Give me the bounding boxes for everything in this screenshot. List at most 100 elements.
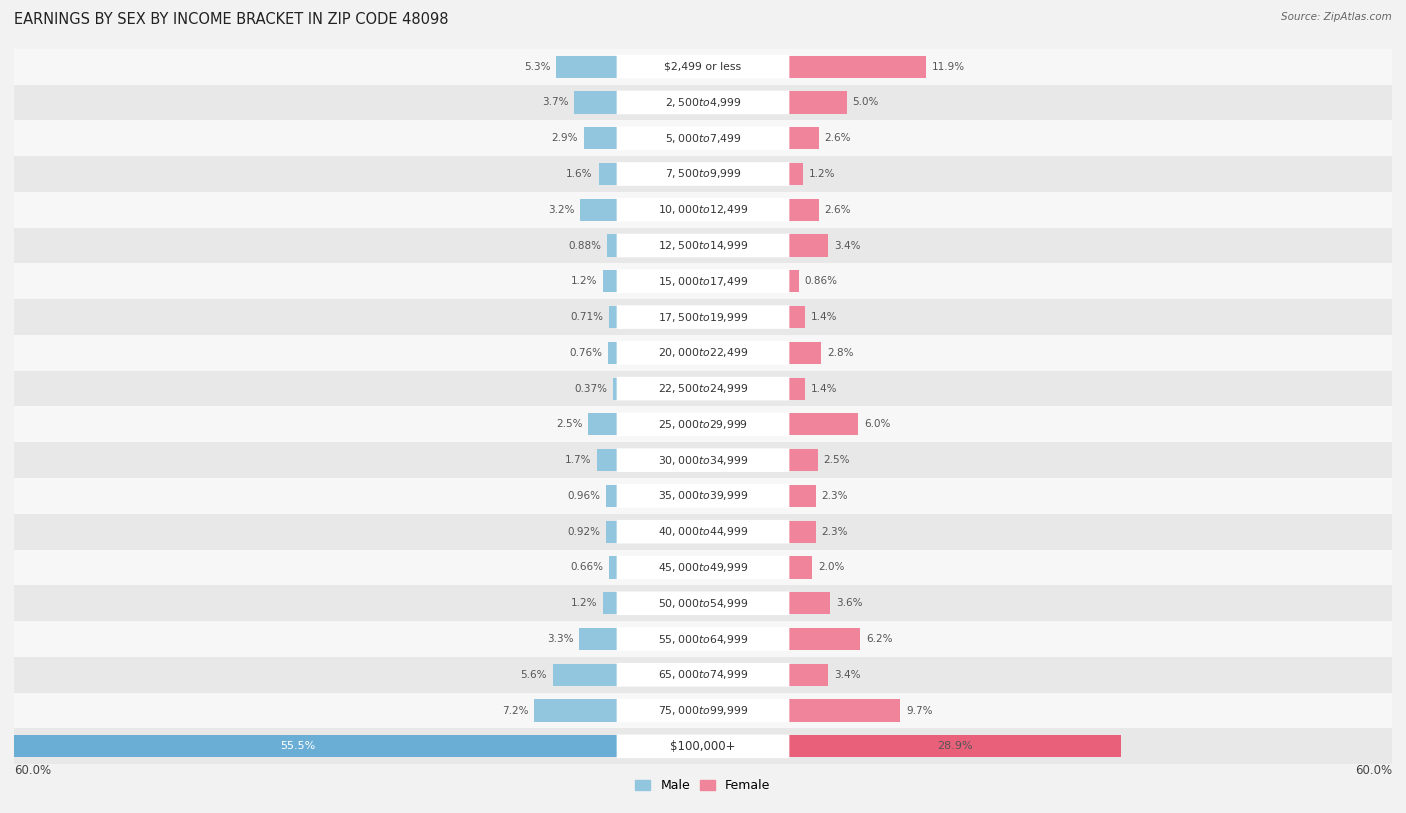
Bar <box>609 306 617 328</box>
Text: 55.5%: 55.5% <box>281 741 316 751</box>
Bar <box>789 341 821 364</box>
Text: $40,000 to $44,999: $40,000 to $44,999 <box>658 525 748 538</box>
Text: 0.88%: 0.88% <box>568 241 600 250</box>
Text: $55,000 to $64,999: $55,000 to $64,999 <box>658 633 748 646</box>
Bar <box>603 592 617 615</box>
Text: $30,000 to $34,999: $30,000 to $34,999 <box>658 454 748 467</box>
Text: 1.2%: 1.2% <box>571 276 598 286</box>
Text: $5,000 to $7,499: $5,000 to $7,499 <box>665 132 741 145</box>
Bar <box>613 377 617 400</box>
Bar <box>553 663 617 686</box>
Text: 1.2%: 1.2% <box>571 598 598 608</box>
Text: $25,000 to $29,999: $25,000 to $29,999 <box>658 418 748 431</box>
Bar <box>14 514 1392 550</box>
FancyBboxPatch shape <box>617 305 789 329</box>
Text: 0.76%: 0.76% <box>569 348 602 358</box>
Text: $100,000+: $100,000+ <box>671 740 735 753</box>
Bar <box>14 85 1392 120</box>
Text: 1.6%: 1.6% <box>567 169 593 179</box>
FancyBboxPatch shape <box>617 376 789 401</box>
Text: 3.2%: 3.2% <box>548 205 575 215</box>
FancyBboxPatch shape <box>617 484 789 508</box>
Text: $22,500 to $24,999: $22,500 to $24,999 <box>658 382 748 395</box>
Text: 2.6%: 2.6% <box>825 205 851 215</box>
FancyBboxPatch shape <box>617 126 789 150</box>
Bar <box>789 306 806 328</box>
Text: 1.7%: 1.7% <box>565 455 592 465</box>
Bar <box>14 192 1392 228</box>
Text: $75,000 to $99,999: $75,000 to $99,999 <box>658 704 748 717</box>
Text: 3.6%: 3.6% <box>837 598 863 608</box>
Text: $65,000 to $74,999: $65,000 to $74,999 <box>658 668 748 681</box>
Bar <box>789 449 818 472</box>
Bar <box>789 127 818 150</box>
FancyBboxPatch shape <box>617 90 789 115</box>
Bar <box>603 270 617 293</box>
Text: 60.0%: 60.0% <box>14 764 51 777</box>
Bar <box>534 699 617 722</box>
Text: 5.0%: 5.0% <box>852 98 879 107</box>
Text: Source: ZipAtlas.com: Source: ZipAtlas.com <box>1281 12 1392 22</box>
Bar <box>599 163 617 185</box>
Text: 2.3%: 2.3% <box>821 527 848 537</box>
Text: $12,500 to $14,999: $12,500 to $14,999 <box>658 239 748 252</box>
Text: 2.6%: 2.6% <box>825 133 851 143</box>
Bar <box>789 520 815 543</box>
FancyBboxPatch shape <box>617 341 789 365</box>
Text: $20,000 to $22,499: $20,000 to $22,499 <box>658 346 748 359</box>
Text: 11.9%: 11.9% <box>932 62 965 72</box>
Text: $7,500 to $9,999: $7,500 to $9,999 <box>665 167 741 180</box>
Bar <box>14 263 1392 299</box>
Text: 2.8%: 2.8% <box>827 348 853 358</box>
FancyBboxPatch shape <box>617 627 789 651</box>
Bar <box>588 413 617 436</box>
FancyBboxPatch shape <box>617 448 789 472</box>
Text: 3.4%: 3.4% <box>834 241 860 250</box>
Bar <box>609 341 617 364</box>
Bar <box>579 628 617 650</box>
Text: 5.6%: 5.6% <box>520 670 547 680</box>
Bar <box>14 728 1392 764</box>
Bar <box>789 163 803 185</box>
Bar <box>575 91 617 114</box>
Bar <box>607 234 617 257</box>
Bar <box>14 478 1392 514</box>
Bar <box>789 556 813 579</box>
Bar <box>14 299 1392 335</box>
Text: 2.5%: 2.5% <box>555 420 582 429</box>
Bar <box>14 49 1392 85</box>
FancyBboxPatch shape <box>617 734 789 759</box>
Text: 6.2%: 6.2% <box>866 634 893 644</box>
Bar <box>583 127 617 150</box>
Text: 0.66%: 0.66% <box>571 563 603 572</box>
Text: 9.7%: 9.7% <box>907 706 932 715</box>
Text: 2.3%: 2.3% <box>821 491 848 501</box>
Text: $17,500 to $19,999: $17,500 to $19,999 <box>658 311 748 324</box>
Bar <box>789 628 860 650</box>
Bar <box>789 663 828 686</box>
Text: 28.9%: 28.9% <box>938 741 973 751</box>
Bar <box>14 442 1392 478</box>
Text: 6.0%: 6.0% <box>863 420 890 429</box>
Text: $2,500 to $4,999: $2,500 to $4,999 <box>665 96 741 109</box>
FancyBboxPatch shape <box>617 698 789 723</box>
Text: 0.37%: 0.37% <box>574 384 607 393</box>
Text: $45,000 to $49,999: $45,000 to $49,999 <box>658 561 748 574</box>
Bar <box>609 556 617 579</box>
Bar <box>789 270 799 293</box>
Bar <box>14 156 1392 192</box>
Bar <box>0 735 617 758</box>
Text: 2.5%: 2.5% <box>824 455 851 465</box>
Text: $35,000 to $39,999: $35,000 to $39,999 <box>658 489 748 502</box>
Text: 3.4%: 3.4% <box>834 670 860 680</box>
Bar <box>14 120 1392 156</box>
Bar <box>789 234 828 257</box>
Text: 2.0%: 2.0% <box>818 563 844 572</box>
Bar <box>14 621 1392 657</box>
Bar <box>789 592 831 615</box>
Text: 3.7%: 3.7% <box>543 98 568 107</box>
Text: EARNINGS BY SEX BY INCOME BRACKET IN ZIP CODE 48098: EARNINGS BY SEX BY INCOME BRACKET IN ZIP… <box>14 12 449 27</box>
Bar <box>789 735 1121 758</box>
Bar <box>14 693 1392 728</box>
FancyBboxPatch shape <box>617 591 789 615</box>
